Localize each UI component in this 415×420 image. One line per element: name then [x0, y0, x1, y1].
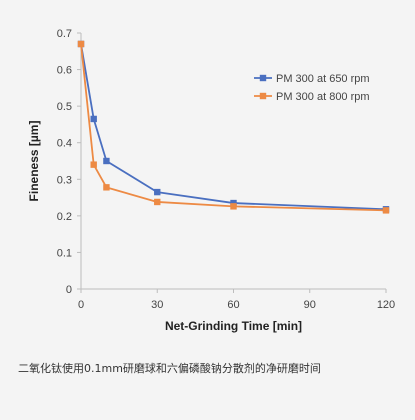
x-tick-label: 120 — [377, 299, 395, 311]
series-1-point — [90, 115, 97, 123]
series-2-point — [103, 184, 110, 191]
y-tick-label: 0.7 — [57, 28, 72, 40]
y-axis-label: Fineness [µm] — [27, 121, 41, 202]
series-2-point — [90, 161, 97, 168]
figure-caption: 二氧化钛使用0.1mm研磨球和六偏磷酸钠分散剂的净研磨时间 — [18, 362, 321, 375]
y-tick-label: 0.6 — [57, 65, 72, 77]
y-tick-label: 0 — [66, 284, 72, 296]
series-2-point — [230, 203, 237, 210]
legend-label-2: PM 300 at 800 rpm — [276, 91, 370, 103]
x-tick-label: 30 — [151, 299, 163, 311]
legend-marker-2 — [259, 92, 267, 100]
series-1-point — [230, 199, 237, 207]
x-tick-label: 90 — [304, 299, 316, 311]
x-axis-label: Net-Grinding Time [min] — [165, 319, 302, 333]
series-2-point — [154, 198, 161, 206]
y-tick-label: 0.4 — [57, 138, 72, 150]
legend-label-1: PM 300 at 650 rpm — [276, 73, 370, 85]
x-tick-label: 0 — [78, 299, 84, 311]
y-tick-label: 0.2 — [57, 211, 72, 223]
series-2-point — [382, 207, 390, 214]
y-tick-label: 0.1 — [57, 247, 72, 259]
y-tick-label: 0.5 — [57, 101, 72, 113]
series-1-point — [154, 188, 161, 196]
y-tick-label: 0.3 — [57, 174, 72, 186]
series-2-point — [77, 40, 85, 48]
series-line-1 — [80, 43, 387, 211]
x-tick-label: 60 — [227, 299, 239, 311]
series-line-2 — [80, 43, 387, 212]
series-1-point — [103, 157, 110, 165]
legend-marker-1 — [259, 74, 267, 82]
